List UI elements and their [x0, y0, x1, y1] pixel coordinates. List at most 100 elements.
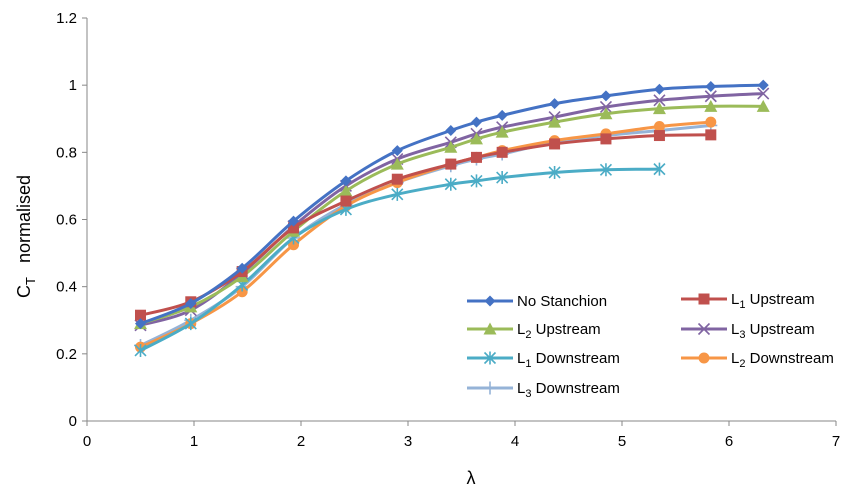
- data-point: [496, 109, 508, 121]
- legend-label-sub: 2: [525, 329, 531, 341]
- y-tick-label: 0.8: [56, 144, 77, 161]
- data-point: [704, 99, 718, 112]
- legend-label-rest: Upstream: [745, 321, 814, 338]
- legend-label-main: No Stanchion: [517, 293, 607, 310]
- y-axis-title-main: C: [14, 285, 34, 298]
- data-point: [705, 81, 717, 93]
- legend-item: L2 Upstream: [467, 321, 601, 341]
- series-0: [135, 79, 769, 330]
- data-point: [391, 173, 403, 185]
- legend-marker: [697, 322, 711, 336]
- data-point: [757, 79, 769, 91]
- legend-label: L3 Upstream: [731, 321, 815, 341]
- legend-label: L2 Upstream: [517, 321, 601, 341]
- legend-label-rest: Upstream: [745, 291, 814, 308]
- y-tick-label: 0.6: [56, 212, 77, 229]
- legend-label-sub: 1: [525, 358, 531, 370]
- y-tick-label: 0.2: [56, 346, 77, 363]
- data-point: [652, 102, 666, 115]
- legend-label: L3 Downstream: [517, 380, 620, 400]
- data-point: [444, 177, 457, 191]
- data-point: [470, 116, 482, 128]
- data-point: [391, 187, 404, 201]
- data-point: [135, 309, 146, 321]
- data-point: [653, 130, 665, 142]
- svg-text:CTnormalised: CTnormalised: [14, 175, 38, 298]
- y-tick-label: 0.4: [56, 279, 77, 296]
- legend-marker: [484, 295, 496, 307]
- y-tick-label: 1.2: [56, 10, 77, 27]
- data-point: [340, 195, 352, 207]
- series-line: [140, 104, 764, 326]
- legend-label-rest: Downstream: [531, 350, 619, 367]
- legend-label: L2 Downstream: [731, 350, 834, 370]
- data-point: [548, 165, 561, 179]
- data-point: [653, 120, 665, 132]
- legend-marker: [698, 293, 710, 305]
- data-point: [445, 125, 457, 137]
- legend-label-sub: 1: [739, 299, 745, 311]
- data-point: [653, 94, 666, 107]
- legend-label-main: L: [517, 380, 525, 397]
- series-1: [135, 129, 717, 321]
- data-point: [135, 318, 146, 330]
- data-point: [599, 107, 613, 120]
- data-point: [470, 151, 482, 163]
- y-axis-title-sub: T: [23, 277, 38, 285]
- data-point: [600, 133, 612, 145]
- x-tick-label: 4: [511, 433, 519, 450]
- legend-label-sub: 2: [739, 358, 745, 370]
- series-2: [134, 99, 770, 330]
- data-point: [339, 184, 353, 197]
- x-tick-label: 5: [618, 433, 626, 450]
- series-4: [134, 162, 666, 357]
- data-point: [184, 317, 197, 331]
- data-point: [600, 90, 612, 102]
- series-line: [139, 123, 711, 347]
- data-point: [134, 343, 147, 357]
- x-tick-label: 1: [190, 433, 198, 450]
- data-point: [390, 157, 404, 170]
- data-point: [599, 163, 613, 177]
- legend-label-rest: Downstream: [531, 380, 619, 397]
- legend-item: No Stanchion: [467, 293, 607, 310]
- data-point: [445, 158, 457, 170]
- legend-label: L1 Downstream: [517, 350, 620, 370]
- legend-label-sub: 3: [739, 329, 745, 341]
- data-point: [185, 297, 197, 309]
- x-tick-label: 0: [83, 433, 91, 450]
- legend-item: L3 Upstream: [681, 321, 815, 341]
- x-axis-title: λ: [467, 468, 476, 488]
- data-point: [549, 98, 561, 110]
- x-tick-label: 2: [297, 433, 305, 450]
- data-point: [288, 222, 300, 234]
- data-point: [653, 83, 665, 95]
- legend-item: L3 Downstream: [467, 380, 620, 400]
- data-point: [599, 100, 613, 114]
- data-point: [653, 162, 666, 176]
- y-axis-title-rest: normalised: [14, 175, 34, 263]
- legend-label-main: L: [731, 350, 739, 367]
- series-layer: [134, 79, 770, 357]
- y-tick-label: 1: [69, 77, 77, 94]
- legend-label-main: L: [731, 291, 739, 308]
- legend-item: L2 Downstream: [681, 350, 834, 370]
- series-line: [139, 167, 660, 352]
- y-axis-title: CTnormalised: [14, 175, 38, 298]
- data-point: [705, 116, 717, 128]
- data-point: [391, 145, 403, 157]
- x-tick-label: 3: [404, 433, 412, 450]
- data-point: [495, 125, 509, 138]
- legend-label-main: L: [517, 350, 525, 367]
- data-point: [340, 175, 352, 187]
- legend-label-main: L: [731, 321, 739, 338]
- data-point: [288, 215, 300, 227]
- legend-marker: [483, 351, 497, 365]
- data-point: [236, 262, 248, 274]
- data-point: [548, 115, 562, 128]
- legend-label: L1 Upstream: [731, 291, 815, 311]
- legend-label-sub: 3: [525, 388, 531, 400]
- legend-marker: [698, 352, 710, 364]
- legend-marker: [483, 381, 497, 395]
